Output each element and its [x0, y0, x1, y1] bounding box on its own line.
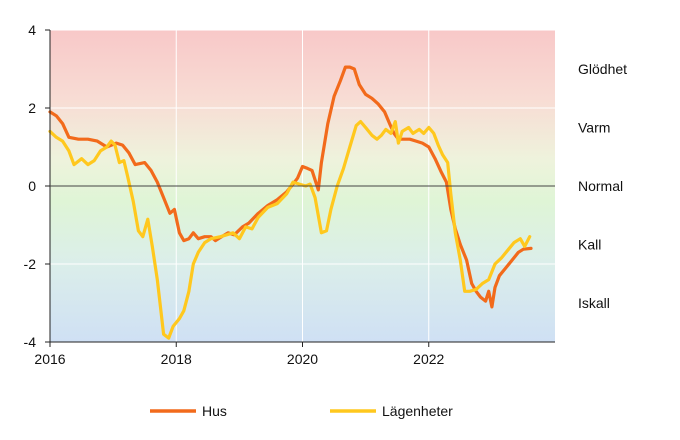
zone-label: Varm [578, 120, 610, 136]
zone-label: Normal [578, 178, 623, 194]
legend: Hus Lägenheter [150, 403, 453, 419]
zone-label: Iskall [578, 295, 610, 311]
y-tick-label: -4 [24, 334, 37, 350]
x-tick-label: 2016 [34, 351, 65, 367]
legend-label: Lägenheter [382, 403, 453, 419]
legend-label: Hus [202, 403, 227, 419]
axes [45, 29, 555, 347]
y-tick-label: -2 [24, 256, 37, 272]
zone-label: Kall [578, 237, 601, 253]
zone-labels: Glödhet Varm Normal Kall Iskall [578, 61, 627, 311]
x-tick-label: 2022 [413, 351, 444, 367]
zone-label: Glödhet [578, 61, 627, 77]
x-tick-label: 2018 [161, 351, 192, 367]
y-tick-label: 4 [28, 22, 36, 38]
series-line-hus [48, 65, 533, 309]
y-tick-label: 2 [28, 100, 36, 116]
x-tick-label: 2020 [287, 351, 318, 367]
y-tick-label: 0 [28, 178, 36, 194]
